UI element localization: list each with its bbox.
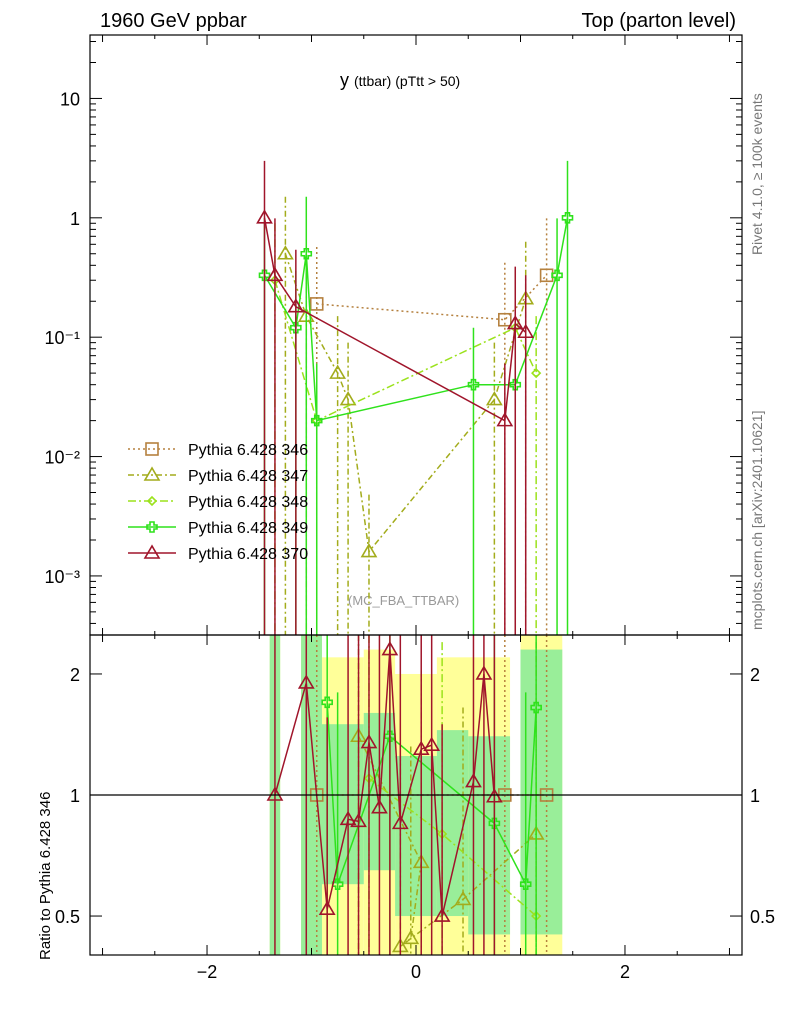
legend-label: Pythia 6.428 347 <box>188 468 308 485</box>
marker-triangle <box>143 466 161 481</box>
header-left: 1960 GeV ppbar <box>100 10 247 32</box>
marker-triangle <box>381 640 399 656</box>
marker-triangle <box>339 391 357 406</box>
marker-triangle <box>360 734 378 749</box>
ratio-tick-label: 2 <box>70 665 80 685</box>
marker-plus <box>551 269 563 282</box>
marker-triangle <box>266 266 284 282</box>
ratio-tick-label: 1 <box>70 786 80 806</box>
ratio-band-green <box>321 724 364 885</box>
main-frame <box>89 34 743 636</box>
marker-plus <box>310 414 323 427</box>
side-label-bottom: mcplots.cern.ch [arXiv:2401.10621] <box>749 411 765 630</box>
marker-triangle <box>496 412 514 427</box>
header-right: Top (parton level) <box>581 10 736 32</box>
marker-plus <box>146 521 158 533</box>
marker-triangle <box>350 812 367 828</box>
y-tick-label: 10 <box>60 89 80 109</box>
marker-diamond <box>531 367 542 379</box>
marker-square <box>309 297 324 311</box>
marker-plus <box>519 878 532 890</box>
marker-triangle <box>412 740 430 755</box>
legend-label: Pythia 6.428 346 <box>188 442 308 459</box>
marker-square <box>498 312 512 327</box>
y-tick-label: 10⁻¹ <box>44 328 80 348</box>
marker-triangle <box>454 890 472 906</box>
marker-triangle <box>485 391 503 406</box>
marker-triangle <box>360 542 378 558</box>
marker-triangle <box>371 799 388 814</box>
marker-triangle <box>391 814 409 830</box>
marker-triangle <box>329 364 347 379</box>
main-line <box>316 274 548 321</box>
title-main: y <box>340 70 349 90</box>
marker-triangle <box>517 323 535 339</box>
legend-label: Pythia 6.428 370 <box>188 546 308 563</box>
marker-triangle <box>423 736 441 752</box>
ratio-tick-label-right: 2 <box>750 665 760 685</box>
ratio-band-green <box>395 756 437 917</box>
marker-plus <box>509 378 522 391</box>
legend-label: Pythia 6.428 348 <box>188 494 308 511</box>
ratio-tick-label-right: 1 <box>750 786 760 806</box>
marker-plus <box>258 269 271 282</box>
marker-triangle <box>266 786 284 801</box>
marker-triangle <box>475 665 493 680</box>
marker-triangle <box>433 907 451 922</box>
marker-triangle <box>402 929 420 945</box>
marker-triangle <box>143 544 161 559</box>
main-line <box>263 217 569 422</box>
ratio-ylabel: Ratio to Pythia 6.428 346 <box>37 792 54 960</box>
x-tick-label: 0 <box>411 962 421 982</box>
marker-triangle <box>256 209 273 224</box>
x-tick-label: 2 <box>620 962 630 982</box>
marker-diamond <box>146 495 158 507</box>
legend: Pythia 6.428 346 Pythia 6.428 347 Pythia 6… <box>128 442 308 563</box>
y-tick-label: 1 <box>70 209 80 229</box>
marker-triangle <box>465 772 482 788</box>
marker-plus <box>561 212 574 224</box>
marker-square <box>145 442 159 456</box>
watermark: (MC_FBA_TTBAR) <box>348 593 459 608</box>
marker-triangle <box>276 245 294 260</box>
marker-plus <box>488 817 501 830</box>
ratio-tick-label: 0.5 <box>55 907 80 927</box>
marker-plus <box>290 321 302 334</box>
title-sub: (ttbar) (pTtt > 50) <box>354 73 460 89</box>
marker-plus <box>331 878 344 890</box>
side-label-top: Rivet 4.1.0, ≥ 100k events <box>749 93 765 255</box>
legend-label: Pythia 6.428 349 <box>188 520 308 537</box>
marker-triangle <box>339 810 357 826</box>
marker-plus <box>530 701 542 714</box>
x-tick-label: −2 <box>197 962 218 982</box>
marker-plus <box>300 247 313 260</box>
marker-plus <box>467 378 480 391</box>
y-tick-label: 10⁻² <box>44 448 80 468</box>
y-tick-label: 10⁻³ <box>44 567 80 587</box>
marker-triangle <box>297 674 315 689</box>
marker-plus <box>321 696 333 709</box>
marker-triangle <box>318 900 336 915</box>
ratio-tick-label-right: 0.5 <box>750 907 775 927</box>
marker-triangle <box>485 788 503 803</box>
marker-triangle <box>287 298 305 313</box>
marker-triangle <box>506 314 524 330</box>
main-line <box>263 217 527 422</box>
